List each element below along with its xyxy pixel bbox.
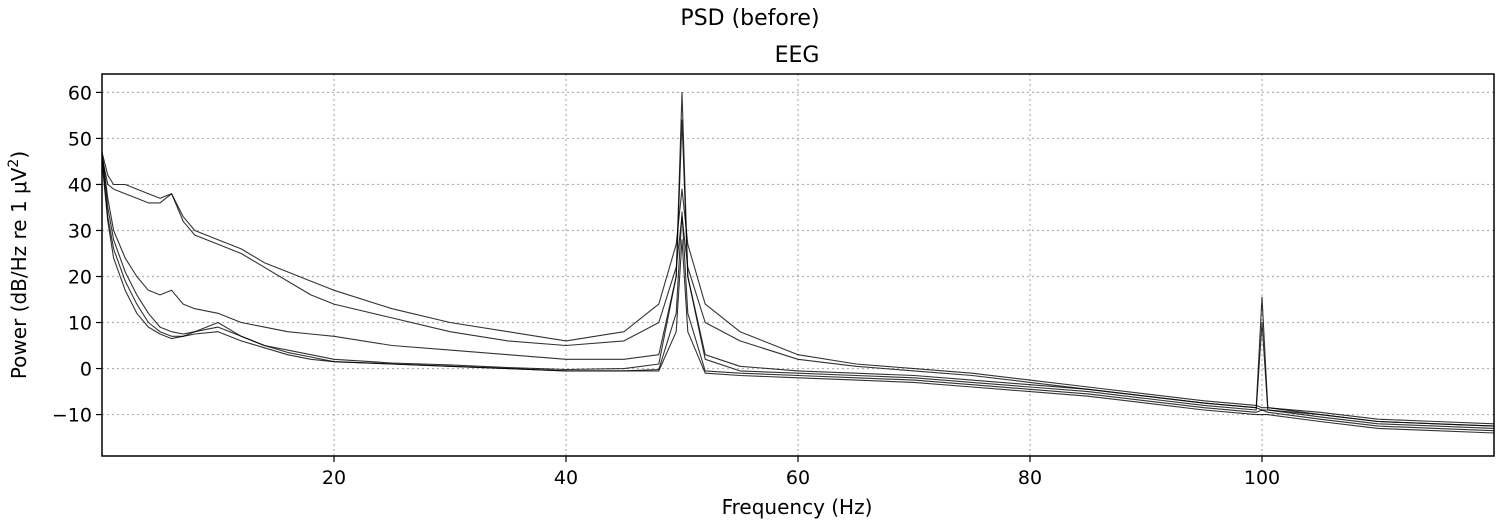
y-tick-label: −10 (52, 405, 92, 427)
x-tick-label: 80 (1018, 467, 1042, 489)
x-tick-label: 40 (554, 467, 578, 489)
x-tick-label: 100 (1244, 467, 1280, 489)
y-tick-label: 20 (68, 267, 92, 289)
psd-series-line-2 (102, 161, 1494, 432)
plot-title: EEG (775, 43, 820, 68)
y-axis-label-main: Power (dB/Hz re 1 μV (7, 167, 31, 379)
y-axis: −10 0 10 20 30 40 50 60 (52, 82, 102, 427)
psd-series-line-3 (102, 119, 1494, 429)
x-tick-label: 20 (322, 467, 346, 489)
x-axis: 20 40 60 80 100 (322, 456, 1280, 489)
y-axis-label-superscript: 2 (6, 159, 22, 168)
figure-suptitle: PSD (before) (680, 6, 819, 31)
y-tick-label: 40 (68, 174, 92, 196)
y-tick-label: 60 (68, 82, 92, 104)
psd-series-line-6 (102, 156, 1494, 427)
y-tick-label: 30 (68, 220, 92, 242)
y-tick-label: 50 (68, 128, 92, 150)
psd-series-line-5 (102, 152, 1494, 425)
y-axis-label-end: ) (7, 151, 31, 159)
psd-series-line-1 (102, 156, 1494, 434)
y-tick-label: 0 (80, 359, 92, 381)
series-group (102, 91, 1494, 434)
y-axis-label: Power (dB/Hz re 1 μV2) (6, 151, 31, 379)
x-axis-label: Frequency (Hz) (722, 495, 873, 519)
x-tick-label: 60 (786, 467, 810, 489)
y-tick-label: 10 (68, 313, 92, 335)
